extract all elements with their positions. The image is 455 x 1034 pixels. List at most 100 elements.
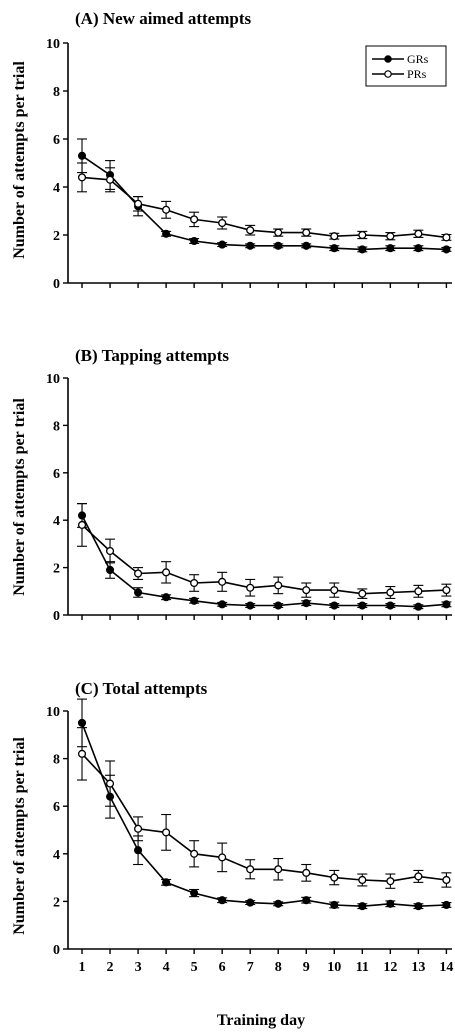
data-point [218, 853, 227, 862]
data-point [302, 586, 311, 595]
data-point [190, 215, 199, 224]
legend-label: GRs [407, 52, 429, 66]
data-point [414, 244, 423, 253]
data-point [302, 896, 311, 905]
data-point [274, 581, 283, 590]
data-point [386, 877, 395, 886]
data-point [134, 824, 143, 833]
data-point [246, 601, 255, 610]
data-point [246, 583, 255, 592]
data-point [218, 600, 227, 609]
data-point [246, 226, 255, 235]
y-tick-label: 8 [53, 85, 60, 100]
data-point [274, 228, 283, 237]
y-tick-label: 10 [46, 705, 60, 720]
x-tick-label: 10 [327, 960, 341, 975]
series-line [81, 722, 447, 908]
data-point [358, 875, 367, 885]
x-tick-label: 8 [275, 960, 282, 975]
data-point [134, 846, 143, 855]
data-point [77, 151, 87, 160]
data-point [302, 241, 311, 250]
data-point [442, 245, 451, 254]
data-point [190, 236, 199, 246]
series-line [81, 515, 447, 608]
series-line [81, 524, 447, 595]
panel-a-title: (A) New aimed attempts [75, 9, 251, 28]
y-tick-label: 10 [46, 37, 60, 52]
y-axis-title-a: Number of attempts per trial [11, 61, 28, 259]
y-tick-label: 8 [53, 419, 60, 434]
data-point [162, 229, 171, 238]
y-tick-label: 6 [53, 800, 60, 815]
data-point [358, 902, 367, 911]
data-point [162, 593, 171, 602]
y-tick-label: 6 [53, 467, 60, 482]
data-point [134, 588, 143, 597]
data-point [218, 240, 227, 249]
data-point [358, 230, 367, 240]
data-point [414, 872, 423, 881]
data-point [134, 569, 143, 578]
y-tick-label: 2 [53, 229, 60, 244]
x-tick-label: 9 [303, 960, 310, 975]
legend-entry-prs: PRs [372, 67, 427, 81]
x-tick-label: 12 [383, 960, 397, 975]
x-tick-label: 6 [219, 960, 226, 975]
y-tick-label: 0 [53, 277, 60, 292]
data-point [246, 865, 255, 874]
data-point [330, 873, 339, 882]
data-point [274, 865, 283, 874]
data-point [302, 228, 311, 237]
data-point [162, 568, 171, 577]
x-tick-label: 14 [439, 960, 453, 975]
data-point [105, 175, 115, 184]
series-line [81, 753, 447, 883]
data-point [134, 199, 143, 208]
data-point [442, 586, 451, 595]
panel-c-title: (C) Total attempts [75, 679, 208, 698]
data-point [302, 868, 311, 877]
data-point [77, 520, 87, 529]
legend-label: PRs [407, 67, 427, 81]
data-point [162, 205, 171, 214]
data-point [414, 587, 423, 596]
x-tick-label: 4 [163, 960, 170, 975]
data-point [358, 589, 367, 598]
x-tick-label: 2 [107, 960, 114, 975]
data-point [105, 546, 115, 556]
data-point [302, 599, 311, 608]
data-point [274, 241, 283, 250]
data-point [274, 601, 283, 610]
x-tick-label: 13 [411, 960, 425, 975]
data-point [386, 588, 395, 597]
y-tick-label: 0 [53, 943, 60, 958]
data-point [386, 232, 395, 241]
data-point [190, 596, 199, 605]
data-point [190, 578, 199, 588]
data-point [330, 601, 339, 610]
data-point [442, 233, 451, 242]
data-point [77, 749, 87, 758]
data-point [442, 600, 451, 609]
legend-marker [384, 70, 392, 78]
data-point [414, 902, 423, 911]
data-point [77, 173, 87, 182]
y-tick-label: 4 [53, 514, 60, 529]
series-grs [77, 138, 452, 254]
x-tick-label: 3 [135, 960, 142, 975]
data-point [218, 218, 227, 228]
y-tick-label: 8 [53, 753, 60, 768]
x-tick-label: 11 [356, 960, 369, 975]
data-point [246, 241, 255, 250]
data-point [330, 244, 339, 253]
series-prs [77, 727, 452, 889]
data-point [330, 232, 339, 241]
x-tick-label: 5 [191, 960, 198, 975]
data-point [386, 244, 395, 253]
data-point [414, 229, 423, 238]
data-point [162, 878, 171, 887]
x-axis-title: Training day [217, 1012, 305, 1029]
legend-box [365, 45, 447, 87]
